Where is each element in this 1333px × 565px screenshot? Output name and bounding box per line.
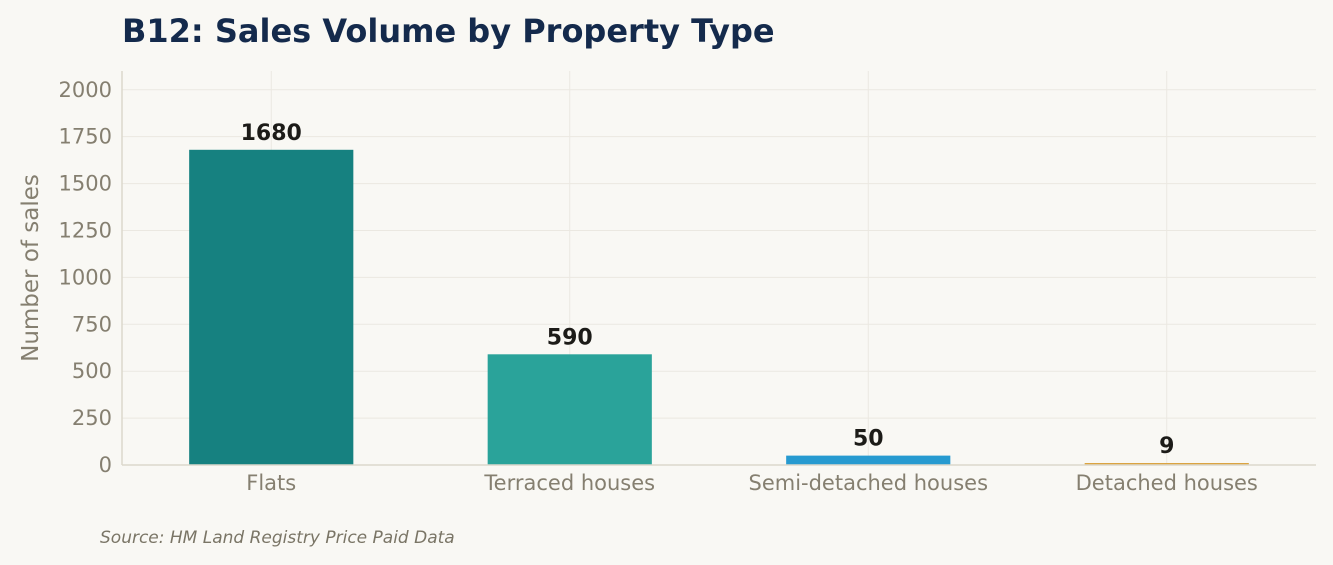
y-tick-label: 1250 [59, 218, 112, 242]
y-tick-label: 1500 [59, 172, 112, 196]
bar [487, 354, 652, 465]
y-tick-label: 500 [72, 359, 112, 383]
x-tick-label: Detached houses [1076, 471, 1258, 495]
bar [189, 149, 354, 466]
bar-value-label: 50 [853, 427, 884, 452]
y-tick-label: 1750 [59, 125, 112, 149]
bar [786, 455, 951, 465]
y-tick-label: 0 [99, 453, 112, 477]
data-labels: 1680 590 50 9 [241, 121, 1175, 459]
chart-title: B12: Sales Volume by Property Type [122, 12, 775, 50]
x-tick-label: Semi-detached houses [748, 471, 988, 495]
y-axis-ticks: 0 250 500 750 1000 1250 1500 1750 2000 [59, 78, 112, 477]
y-axis-label: Number of sales [18, 174, 44, 362]
bars [189, 149, 1249, 466]
y-tick-label: 1000 [59, 265, 112, 289]
source-note: Source: HM Land Registry Price Paid Data [100, 528, 455, 548]
x-axis-ticks: Flats Terraced houses Semi-detached houses… [246, 471, 1258, 495]
y-tick-label: 250 [72, 406, 112, 430]
bar [1084, 463, 1249, 465]
bar-value-label: 590 [547, 325, 593, 350]
bar-value-label: 1680 [241, 121, 302, 146]
y-tick-label: 750 [72, 312, 112, 336]
x-tick-label: Flats [246, 471, 296, 495]
bar-value-label: 9 [1159, 434, 1174, 459]
x-tick-label: Terraced houses [483, 471, 655, 495]
y-tick-label: 2000 [59, 78, 112, 102]
